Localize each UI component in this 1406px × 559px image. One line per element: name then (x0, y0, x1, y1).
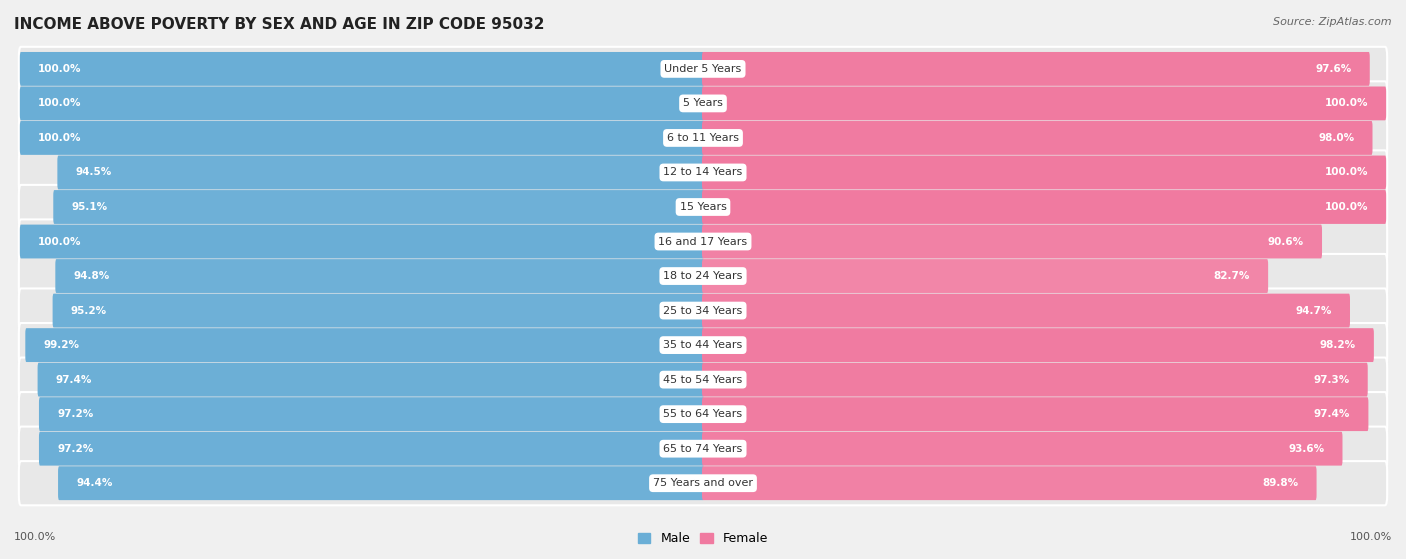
Text: 97.2%: 97.2% (58, 409, 93, 419)
FancyBboxPatch shape (18, 47, 1388, 91)
Text: 55 to 64 Years: 55 to 64 Years (664, 409, 742, 419)
Text: 45 to 54 Years: 45 to 54 Years (664, 375, 742, 385)
Text: 82.7%: 82.7% (1213, 271, 1250, 281)
Text: 25 to 34 Years: 25 to 34 Years (664, 306, 742, 316)
Text: 98.0%: 98.0% (1319, 133, 1354, 143)
FancyBboxPatch shape (18, 358, 1388, 402)
Text: 93.6%: 93.6% (1288, 444, 1324, 454)
Text: 5 Years: 5 Years (683, 98, 723, 108)
FancyBboxPatch shape (18, 150, 1388, 195)
Text: 97.6%: 97.6% (1316, 64, 1351, 74)
FancyBboxPatch shape (20, 52, 704, 86)
Text: 100.0%: 100.0% (38, 98, 82, 108)
FancyBboxPatch shape (702, 225, 1322, 258)
FancyBboxPatch shape (55, 259, 704, 293)
Text: 6 to 11 Years: 6 to 11 Years (666, 133, 740, 143)
Text: 16 and 17 Years: 16 and 17 Years (658, 236, 748, 247)
FancyBboxPatch shape (702, 466, 1316, 500)
Text: Under 5 Years: Under 5 Years (665, 64, 741, 74)
Text: 97.2%: 97.2% (58, 444, 93, 454)
FancyBboxPatch shape (702, 432, 1343, 466)
FancyBboxPatch shape (18, 323, 1388, 367)
FancyBboxPatch shape (20, 225, 704, 258)
FancyBboxPatch shape (702, 190, 1386, 224)
Text: 94.8%: 94.8% (73, 271, 110, 281)
FancyBboxPatch shape (58, 466, 704, 500)
Text: 100.0%: 100.0% (1324, 98, 1368, 108)
FancyBboxPatch shape (18, 185, 1388, 229)
Text: 89.8%: 89.8% (1263, 478, 1299, 488)
FancyBboxPatch shape (702, 259, 1268, 293)
Text: 95.1%: 95.1% (72, 202, 107, 212)
FancyBboxPatch shape (702, 363, 1368, 396)
Text: 75 Years and over: 75 Years and over (652, 478, 754, 488)
Text: 100.0%: 100.0% (1350, 532, 1392, 542)
Text: 100.0%: 100.0% (1324, 168, 1368, 177)
Text: 100.0%: 100.0% (38, 64, 82, 74)
FancyBboxPatch shape (702, 293, 1350, 328)
Text: 97.3%: 97.3% (1313, 375, 1350, 385)
FancyBboxPatch shape (702, 121, 1372, 155)
FancyBboxPatch shape (18, 116, 1388, 160)
FancyBboxPatch shape (18, 288, 1388, 333)
Text: 15 Years: 15 Years (679, 202, 727, 212)
FancyBboxPatch shape (53, 190, 704, 224)
Text: 99.2%: 99.2% (44, 340, 79, 350)
FancyBboxPatch shape (18, 220, 1388, 264)
Text: 98.2%: 98.2% (1320, 340, 1355, 350)
FancyBboxPatch shape (39, 397, 704, 431)
FancyBboxPatch shape (20, 121, 704, 155)
FancyBboxPatch shape (18, 392, 1388, 436)
Text: 90.6%: 90.6% (1268, 236, 1303, 247)
FancyBboxPatch shape (18, 81, 1388, 126)
Text: INCOME ABOVE POVERTY BY SEX AND AGE IN ZIP CODE 95032: INCOME ABOVE POVERTY BY SEX AND AGE IN Z… (14, 17, 544, 32)
FancyBboxPatch shape (20, 87, 704, 120)
Text: 35 to 44 Years: 35 to 44 Years (664, 340, 742, 350)
Legend: Male, Female: Male, Female (633, 527, 773, 550)
Text: 95.2%: 95.2% (70, 306, 107, 316)
FancyBboxPatch shape (702, 87, 1386, 120)
Text: 97.4%: 97.4% (1315, 409, 1350, 419)
FancyBboxPatch shape (18, 254, 1388, 298)
Text: 94.4%: 94.4% (76, 478, 112, 488)
FancyBboxPatch shape (38, 363, 704, 396)
Text: 100.0%: 100.0% (14, 532, 56, 542)
Text: 100.0%: 100.0% (38, 236, 82, 247)
FancyBboxPatch shape (25, 328, 704, 362)
FancyBboxPatch shape (58, 155, 704, 190)
Text: 65 to 74 Years: 65 to 74 Years (664, 444, 742, 454)
Text: 97.4%: 97.4% (56, 375, 91, 385)
Text: 94.7%: 94.7% (1295, 306, 1331, 316)
Text: 12 to 14 Years: 12 to 14 Years (664, 168, 742, 177)
FancyBboxPatch shape (39, 432, 704, 466)
FancyBboxPatch shape (702, 397, 1368, 431)
FancyBboxPatch shape (18, 461, 1388, 505)
FancyBboxPatch shape (702, 52, 1369, 86)
FancyBboxPatch shape (702, 328, 1374, 362)
Text: Source: ZipAtlas.com: Source: ZipAtlas.com (1274, 17, 1392, 27)
Text: 100.0%: 100.0% (38, 133, 82, 143)
Text: 18 to 24 Years: 18 to 24 Years (664, 271, 742, 281)
Text: 100.0%: 100.0% (1324, 202, 1368, 212)
FancyBboxPatch shape (52, 293, 704, 328)
FancyBboxPatch shape (702, 155, 1386, 190)
Text: 94.5%: 94.5% (76, 168, 111, 177)
FancyBboxPatch shape (18, 427, 1388, 471)
